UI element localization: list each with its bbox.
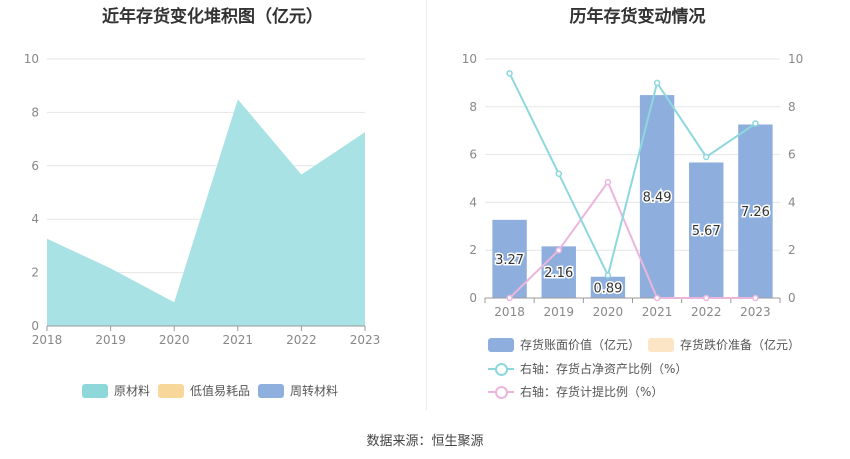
bar-value-label: 7.26 bbox=[741, 205, 770, 220]
left-x-tick: 2019 bbox=[95, 333, 126, 347]
inventory-net-asset-ratio-point bbox=[653, 79, 661, 87]
left-x-tick: 2023 bbox=[350, 333, 381, 347]
legend-label-ratio: 右轴：存货占净资产比例（%） bbox=[520, 362, 688, 376]
inventory-net-asset-ratio-point bbox=[752, 120, 759, 127]
left-y-tick: 6 bbox=[31, 159, 39, 173]
legend-swatch-book-value bbox=[488, 337, 514, 352]
legend-provision[interactable]: 右轴：存货计提比例（%） bbox=[488, 383, 663, 400]
legend-label-low-value: 低值易耗品 bbox=[190, 384, 251, 398]
area-raw-materials bbox=[47, 99, 365, 326]
provision-ratio-point bbox=[653, 294, 661, 302]
right-y-tick: 4 bbox=[469, 195, 477, 209]
legend-raw-materials[interactable]: 原材料 bbox=[82, 382, 150, 399]
legend-label-provision: 右轴：存货计提比例（%） bbox=[520, 385, 664, 399]
legend-writedown[interactable]: 存货跌价准备（亿元） bbox=[648, 336, 800, 353]
legend-label-turnover: 周转材料 bbox=[290, 384, 339, 398]
right-x-tick: 2023 bbox=[740, 305, 771, 319]
legend-swatch-writedown bbox=[648, 337, 674, 352]
bar-book-value bbox=[541, 246, 576, 298]
provision-ratio-point bbox=[506, 294, 513, 302]
legend-low-value[interactable]: 低值易耗品 bbox=[158, 382, 250, 399]
right-y-tick: 0 bbox=[469, 291, 477, 305]
inventory-net-asset-ratio-point bbox=[703, 153, 710, 161]
right-y2-tick: 2 bbox=[788, 243, 796, 257]
legend-turnover[interactable]: 周转材料 bbox=[258, 382, 338, 399]
left-y-tick: 4 bbox=[31, 212, 39, 226]
left-y-tick: 10 bbox=[24, 52, 39, 66]
right-y-tick: 8 bbox=[469, 100, 477, 114]
left-x-tick: 2018 bbox=[32, 333, 63, 347]
provision-ratio-point bbox=[703, 294, 710, 302]
right-x-tick: 2020 bbox=[593, 305, 624, 319]
bar-value-label: 8.49 bbox=[643, 191, 672, 206]
inventory-net-asset-ratio-line bbox=[508, 72, 756, 279]
provision-ratio-point bbox=[604, 178, 612, 186]
left-x-tick: 2021 bbox=[223, 333, 254, 347]
legend-swatch-turnover bbox=[258, 383, 284, 398]
right-x-tick: 2018 bbox=[494, 305, 525, 319]
legend-label-raw: 原材料 bbox=[114, 384, 151, 398]
right-x-tick: 2021 bbox=[642, 305, 673, 319]
right-y-tick: 10 bbox=[462, 52, 477, 66]
right-x-tick: 2022 bbox=[691, 305, 722, 319]
left-y-tick: 2 bbox=[31, 266, 39, 280]
right-y2-tick: 4 bbox=[788, 195, 796, 209]
inventory-net-asset-ratio-point bbox=[506, 70, 513, 77]
provision-ratio-line bbox=[508, 180, 756, 299]
legend-swatch-provision bbox=[488, 385, 514, 399]
left-y-tick: 8 bbox=[31, 105, 39, 119]
bar-book-value bbox=[492, 219, 527, 298]
left-x-tick: 2020 bbox=[159, 333, 190, 347]
panel-divider bbox=[426, 0, 427, 410]
left-x-tick: 2022 bbox=[286, 333, 317, 347]
right-y2-tick: 6 bbox=[788, 148, 796, 162]
legend-ratio[interactable]: 右轴：存货占净资产比例（%） bbox=[488, 360, 687, 377]
provision-ratio-point bbox=[752, 294, 759, 302]
bar-value-label: 2.16 bbox=[544, 266, 573, 281]
bar-book-value bbox=[689, 162, 724, 298]
bar-book-value bbox=[590, 276, 626, 298]
data-source: 数据来源：恒生聚源 bbox=[366, 434, 484, 449]
right-chart-title: 历年存货变动情况 bbox=[569, 7, 706, 27]
right-x-tick: 2019 bbox=[543, 305, 574, 319]
legend-swatch-low-value bbox=[158, 383, 184, 398]
legend-swatch-ratio bbox=[488, 362, 514, 376]
bar-value-label: 0.89 bbox=[593, 281, 622, 296]
left-chart-title: 近年存货变化堆积图（亿元） bbox=[102, 7, 323, 27]
inventory-net-asset-ratio-point bbox=[604, 272, 612, 279]
right-y2-tick: 0 bbox=[788, 291, 796, 305]
bar-value-label: 5.67 bbox=[692, 224, 721, 239]
legend-label-book-value: 存货账面价值（亿元） bbox=[520, 338, 641, 352]
legend-swatch-raw bbox=[82, 383, 108, 398]
right-y-tick: 6 bbox=[469, 148, 477, 162]
right-y2-tick: 10 bbox=[788, 52, 803, 66]
provision-ratio-point bbox=[555, 246, 562, 254]
bar-value-label: 3.27 bbox=[495, 253, 524, 268]
legend-label-writedown: 存货跌价准备（亿元） bbox=[680, 338, 801, 352]
right-y-tick: 2 bbox=[469, 243, 477, 257]
inventory-net-asset-ratio-point bbox=[555, 170, 562, 177]
right-y2-tick: 8 bbox=[788, 100, 796, 114]
bar-book-value bbox=[738, 124, 773, 299]
legend-book-value[interactable]: 存货账面价值（亿元） bbox=[488, 336, 640, 353]
left-y-tick: 0 bbox=[31, 319, 39, 333]
